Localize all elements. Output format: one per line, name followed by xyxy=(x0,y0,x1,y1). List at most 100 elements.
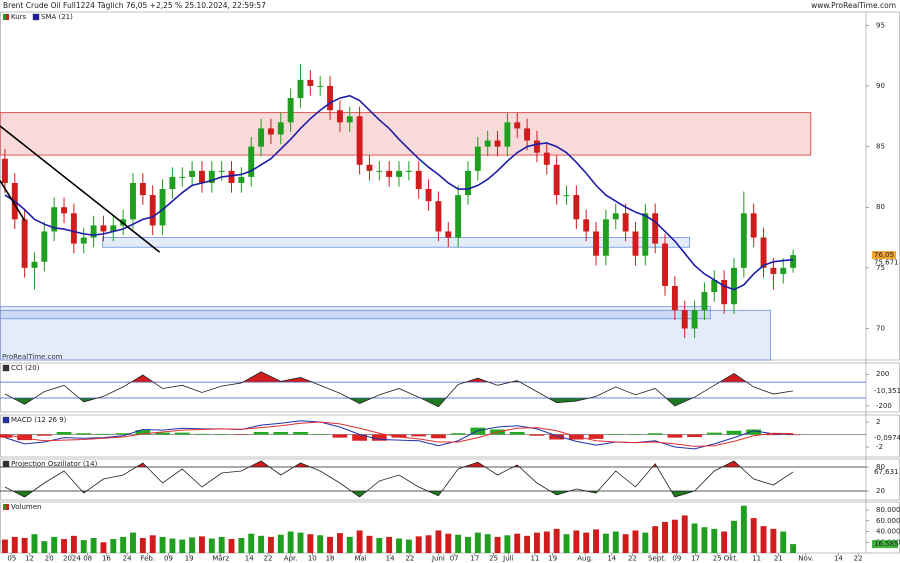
volume-bar xyxy=(731,520,737,553)
volume-bar xyxy=(1,539,8,553)
candle-body xyxy=(218,170,225,172)
histogram-bar xyxy=(647,433,663,435)
candle-body xyxy=(51,207,58,232)
x-tick-label: 19 xyxy=(185,555,194,563)
candle-body xyxy=(465,170,471,196)
zone xyxy=(0,309,771,361)
volume-bar xyxy=(504,535,511,553)
candle-body xyxy=(445,231,452,238)
candle-body xyxy=(346,116,353,123)
volume-bar xyxy=(307,534,314,553)
legend-swatch xyxy=(6,504,9,510)
candle-body xyxy=(721,279,728,305)
x-tick-label: 10 xyxy=(308,555,317,563)
panel-title: Volumen xyxy=(11,503,41,511)
oscillator-line xyxy=(4,460,794,498)
legend-label: Kurs xyxy=(11,13,27,21)
histogram-bar xyxy=(371,434,387,441)
candle-body xyxy=(622,213,629,232)
volume-bar xyxy=(11,536,18,553)
candle-body xyxy=(563,195,570,197)
histogram-bar xyxy=(115,433,131,435)
last-price-box xyxy=(872,251,896,260)
last-price-label: 76,05 xyxy=(874,251,894,259)
x-tick-label: 05 xyxy=(7,555,16,563)
volume-bar xyxy=(721,531,728,553)
oscillator-line xyxy=(4,371,794,408)
histogram-bar xyxy=(509,432,525,435)
volume-bar xyxy=(494,536,501,553)
candle-body xyxy=(189,170,196,177)
volume-bar xyxy=(159,536,166,553)
x-tick-label: 09 xyxy=(672,555,681,563)
histogram-bar xyxy=(706,432,722,435)
candle-body xyxy=(376,170,383,172)
histogram-bar xyxy=(411,434,427,437)
volume-bar xyxy=(218,536,225,553)
volume-bar xyxy=(120,536,127,553)
candle-body xyxy=(179,176,186,178)
candle-body xyxy=(750,213,757,238)
x-tick-label: 11 xyxy=(531,555,540,563)
volume-bar xyxy=(179,539,186,553)
candle-body xyxy=(307,79,314,86)
x-tick-label: 22 xyxy=(628,555,637,563)
legend-swatch xyxy=(32,13,40,21)
volume-bar xyxy=(455,534,462,553)
candle-body xyxy=(435,201,442,232)
volume-bar xyxy=(41,541,48,553)
candle-body xyxy=(327,85,334,111)
last-volume-label: 16.585 xyxy=(874,540,899,548)
histogram-bar xyxy=(746,429,762,435)
volume-bar xyxy=(435,530,442,553)
zone xyxy=(0,112,812,156)
y-tick-label: -2 xyxy=(876,443,883,451)
candle-body xyxy=(691,310,698,329)
candle-body xyxy=(533,140,540,153)
histogram-bar xyxy=(431,434,446,439)
volume-bar xyxy=(474,532,481,553)
candle-body xyxy=(780,267,787,274)
y-tick-label: 200 xyxy=(876,370,889,378)
candle-body xyxy=(474,146,481,171)
candle-body xyxy=(287,98,294,123)
x-tick-label: 22 xyxy=(854,555,863,563)
candle-body xyxy=(100,225,107,232)
candle-body xyxy=(356,116,363,165)
candle-body xyxy=(199,170,205,183)
candle-body xyxy=(70,213,77,244)
volume-bar xyxy=(405,539,412,553)
histogram-bar xyxy=(56,432,72,435)
candle-body xyxy=(711,279,718,293)
volume-bar xyxy=(51,536,58,553)
candle-body xyxy=(110,225,117,232)
volume-bar xyxy=(336,533,343,553)
histogram-bar xyxy=(628,434,643,435)
y-tick-label: 40.000 xyxy=(876,528,900,536)
candle-body xyxy=(543,152,550,165)
legend-label: SMA (21) xyxy=(41,13,73,21)
candle-body xyxy=(139,182,146,196)
x-tick-label: 12 xyxy=(25,555,34,563)
source: www.ProRealTime.com xyxy=(811,1,896,10)
candle-body xyxy=(248,146,255,177)
candle-body xyxy=(573,195,580,220)
candle-body xyxy=(504,122,511,147)
y-tick-label: 90 xyxy=(876,82,885,90)
volume-bar xyxy=(671,519,678,553)
panel-title: Projection Oszillator (14) xyxy=(11,460,98,468)
candle-body xyxy=(228,170,235,183)
x-tick-label: 14 xyxy=(386,555,395,563)
volume-bar xyxy=(602,533,609,553)
volume-bar xyxy=(21,537,28,553)
oscillator-fill xyxy=(131,371,747,383)
volume-bar xyxy=(297,532,304,553)
volume-bar xyxy=(189,537,196,553)
histogram-bar xyxy=(667,434,683,438)
y-tick-label: 75 xyxy=(876,264,885,272)
zone xyxy=(102,237,691,248)
zone xyxy=(0,306,711,320)
histogram-bar xyxy=(76,433,92,435)
last-value-label: 67,631 xyxy=(874,468,899,476)
candle-body xyxy=(514,122,521,129)
